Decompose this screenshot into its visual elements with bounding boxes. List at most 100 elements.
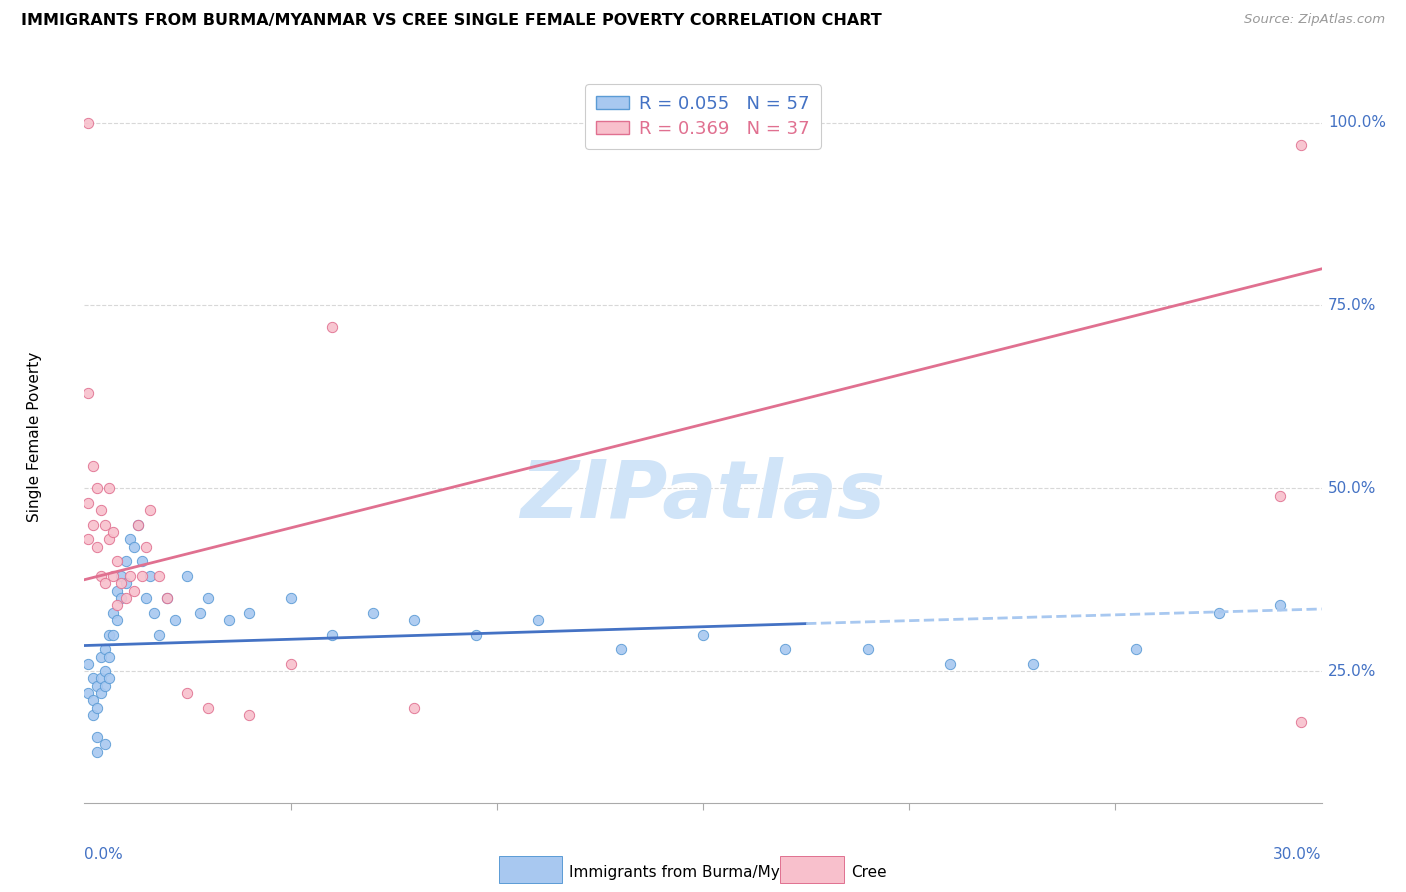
- Point: [165, 613, 187, 627]
- Text: IMMIGRANTS FROM BURMA/MYANMAR VS CREE SINGLE FEMALE POVERTY CORRELATION CHART: IMMIGRANTS FROM BURMA/MYANMAR VS CREE SI…: [21, 13, 882, 29]
- Text: 25.0%: 25.0%: [1327, 664, 1376, 679]
- Point: [86, 745, 108, 759]
- Point: [110, 569, 132, 583]
- Point: [775, 642, 797, 657]
- Point: [86, 481, 108, 495]
- Point: [110, 591, 132, 605]
- Point: [527, 613, 550, 627]
- Point: [404, 700, 426, 714]
- Point: [127, 517, 149, 532]
- Text: Source: ZipAtlas.com: Source: ZipAtlas.com: [1244, 13, 1385, 27]
- Point: [90, 649, 112, 664]
- Point: [77, 657, 100, 671]
- Text: Cree: Cree: [851, 865, 886, 880]
- Point: [692, 627, 714, 641]
- Point: [135, 540, 157, 554]
- Point: [197, 700, 219, 714]
- Text: 50.0%: 50.0%: [1327, 481, 1376, 496]
- Point: [176, 569, 198, 583]
- Point: [118, 569, 141, 583]
- Legend: R = 0.055   N = 57, R = 0.369   N = 37: R = 0.055 N = 57, R = 0.369 N = 37: [585, 84, 821, 149]
- Point: [90, 503, 112, 517]
- Point: [156, 591, 179, 605]
- Point: [135, 591, 157, 605]
- Point: [105, 613, 128, 627]
- Text: 0.0%: 0.0%: [84, 847, 124, 862]
- Point: [131, 569, 153, 583]
- Point: [1270, 599, 1292, 613]
- Point: [148, 569, 170, 583]
- Point: [77, 386, 100, 401]
- Point: [139, 569, 162, 583]
- Point: [404, 613, 426, 627]
- Text: Immigrants from Burma/Myanmar: Immigrants from Burma/Myanmar: [569, 865, 830, 880]
- Point: [122, 583, 145, 598]
- Point: [148, 627, 170, 641]
- Point: [465, 627, 488, 641]
- Point: [82, 708, 104, 723]
- Point: [90, 686, 112, 700]
- Point: [105, 583, 128, 598]
- Point: [98, 649, 121, 664]
- Point: [1289, 715, 1312, 730]
- Point: [609, 642, 631, 657]
- Point: [98, 481, 121, 495]
- Point: [361, 606, 384, 620]
- Point: [82, 459, 104, 474]
- Point: [77, 496, 100, 510]
- Point: [94, 664, 117, 678]
- Point: [218, 613, 240, 627]
- Point: [90, 672, 112, 686]
- Point: [139, 503, 162, 517]
- Point: [1125, 642, 1147, 657]
- Text: 30.0%: 30.0%: [1274, 847, 1322, 862]
- Point: [1270, 489, 1292, 503]
- Point: [77, 115, 100, 129]
- Point: [94, 679, 117, 693]
- Point: [82, 517, 104, 532]
- Point: [86, 730, 108, 744]
- Point: [856, 642, 879, 657]
- Point: [77, 533, 100, 547]
- Point: [939, 657, 962, 671]
- Point: [1208, 606, 1230, 620]
- Point: [110, 576, 132, 591]
- Point: [98, 672, 121, 686]
- Point: [156, 591, 179, 605]
- Point: [103, 606, 125, 620]
- Point: [94, 576, 117, 591]
- Point: [321, 627, 343, 641]
- Point: [197, 591, 219, 605]
- Point: [118, 533, 141, 547]
- Text: 75.0%: 75.0%: [1327, 298, 1376, 313]
- Point: [103, 569, 125, 583]
- Point: [103, 627, 125, 641]
- Point: [90, 569, 112, 583]
- Point: [176, 686, 198, 700]
- Point: [114, 554, 136, 568]
- Text: Single Female Poverty: Single Female Poverty: [27, 352, 42, 522]
- Point: [280, 657, 302, 671]
- Point: [77, 686, 100, 700]
- Point: [143, 606, 166, 620]
- Point: [238, 606, 260, 620]
- Point: [94, 517, 117, 532]
- Point: [105, 599, 128, 613]
- Point: [98, 627, 121, 641]
- Point: [82, 693, 104, 707]
- Point: [122, 540, 145, 554]
- Point: [280, 591, 302, 605]
- Point: [82, 672, 104, 686]
- Point: [114, 591, 136, 605]
- Point: [321, 320, 343, 334]
- Point: [94, 642, 117, 657]
- Point: [188, 606, 211, 620]
- Point: [105, 554, 128, 568]
- Point: [114, 576, 136, 591]
- Point: [127, 517, 149, 532]
- Point: [98, 533, 121, 547]
- Text: ZIPatlas: ZIPatlas: [520, 457, 886, 534]
- Point: [103, 525, 125, 540]
- Point: [86, 679, 108, 693]
- Point: [1289, 137, 1312, 152]
